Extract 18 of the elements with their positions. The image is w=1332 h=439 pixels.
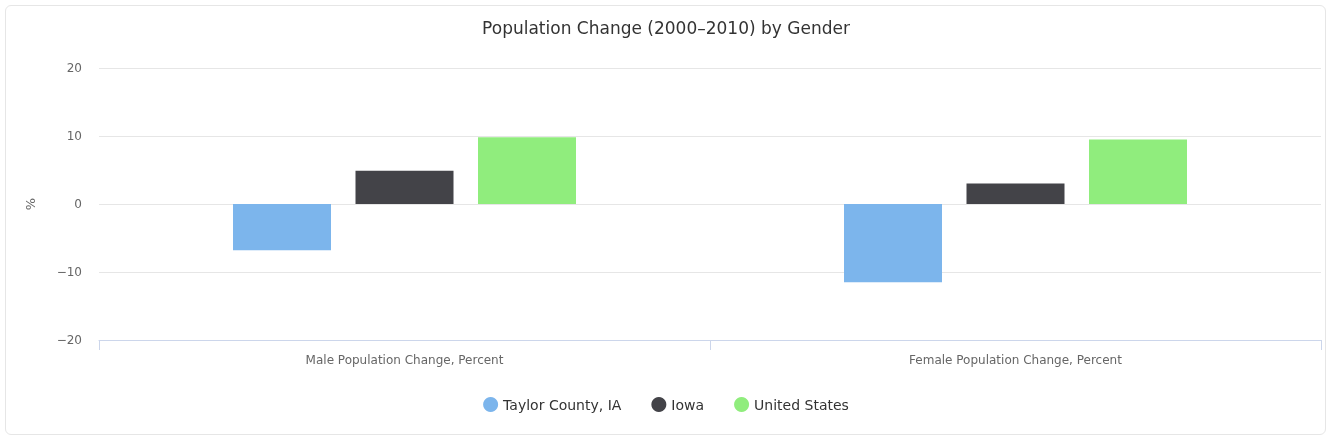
y-tick-label: 0 [74, 197, 82, 211]
bar [478, 137, 576, 204]
y-tick-label: 20 [66, 61, 82, 75]
y-tick-label: −10 [56, 265, 82, 279]
chart-title: Population Change (2000–2010) by Gender [482, 17, 850, 38]
y-tick-label: −20 [56, 333, 82, 347]
x-tick-label: Male Population Change, Percent [305, 353, 504, 367]
bar [966, 183, 1065, 204]
y-tick-label: 10 [66, 129, 82, 143]
bar [355, 170, 454, 204]
bar [1089, 139, 1187, 204]
bar [844, 204, 942, 283]
legend-label: Taylor County, IA [502, 396, 622, 413]
x-tick-label: Female Population Change, Percent [909, 353, 1123, 367]
legend-label: United States [754, 396, 849, 413]
bar [233, 204, 331, 251]
y-axis-title: % [23, 197, 38, 211]
legend-label: Iowa [671, 396, 705, 413]
